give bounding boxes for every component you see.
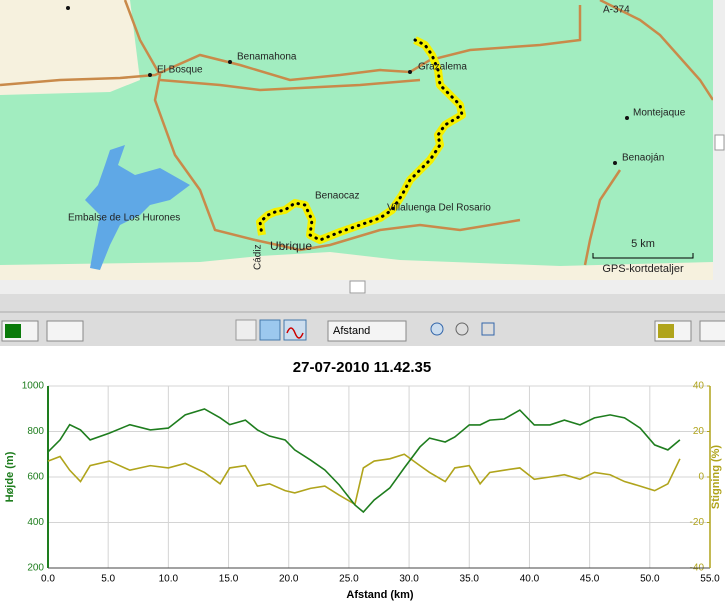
v-scroll-thumb[interactable]: [714, 134, 725, 151]
road: [583, 169, 622, 266]
place-dot: [228, 60, 232, 64]
x-tick-label: 30.0: [399, 574, 419, 585]
y-tick-label: 200: [27, 563, 44, 574]
place-dot: [66, 6, 70, 10]
place-label: Benaocaz: [315, 191, 359, 202]
dropdown[interactable]: [46, 320, 84, 342]
place-dot: [148, 73, 152, 77]
y2-tick-label: 40: [693, 381, 705, 392]
road: [0, 5, 582, 87]
roads: [0, 0, 715, 266]
road: [159, 78, 421, 92]
place-label: Montejaque: [633, 108, 686, 119]
tool-button[interactable]: [283, 319, 307, 341]
place-label: Ubrique: [270, 239, 312, 253]
x-tick-label: 20.0: [279, 574, 299, 585]
data-line: [47, 408, 681, 514]
place-dot: [613, 161, 617, 165]
zoom-fit[interactable]: [481, 322, 495, 336]
road: [254, 218, 521, 252]
data-line: [47, 453, 681, 506]
measure-label: Afstand: [333, 325, 370, 337]
y-tick-label: 600: [27, 472, 44, 483]
y2-tick-label: -20: [690, 517, 705, 528]
road: [123, 0, 256, 242]
tool-icon: [286, 327, 304, 339]
color-swatch: [658, 324, 674, 338]
y2-tick-label: 20: [693, 426, 705, 437]
place-label: Cádiz: [253, 244, 264, 270]
zoom-in[interactable]: [430, 322, 444, 336]
x-tick-label: 55.0: [700, 574, 720, 585]
x-tick-label: 40.0: [520, 574, 540, 585]
road-label: A-374: [603, 5, 630, 16]
chart-bg: [0, 346, 725, 606]
y2-axis-label: Stigning (%): [710, 445, 722, 509]
place-label: Embalse de Los Hurones: [68, 213, 180, 224]
x-tick-label: 25.0: [339, 574, 359, 585]
place-label: Benaoján: [622, 153, 664, 164]
scale-label: 5 km: [631, 238, 655, 250]
tool-button[interactable]: [235, 319, 257, 341]
x-tick-label: 45.0: [580, 574, 600, 585]
x-tick-label: 5.0: [101, 574, 115, 585]
y-tick-label: 1000: [22, 381, 45, 392]
park-area: [0, 0, 713, 266]
place-label: Villaluenga Del Rosario: [387, 203, 491, 214]
scale-bar: [592, 253, 694, 259]
chart-title: 27-07-2010 11.42.35: [293, 359, 431, 376]
x-tick-label: 10.0: [159, 574, 179, 585]
lake: [85, 145, 190, 270]
places: [66, 6, 629, 165]
attribution: GPS-kortdetaljer: [602, 263, 684, 275]
place-label: El Bosque: [157, 65, 203, 76]
x-axis-label: Afstand (km): [346, 589, 414, 601]
measure-select[interactable]: [327, 320, 407, 342]
x-tick-label: 35.0: [460, 574, 480, 585]
y-tick-label: 800: [27, 426, 44, 437]
y-axis-label: Højde (m): [4, 451, 16, 502]
track-points: [258, 38, 464, 242]
map: A-374 Benamahona El Bosque Grazalema Mon…: [0, 0, 725, 294]
x-tick-label: 50.0: [640, 574, 660, 585]
place-label: Benamahona: [237, 52, 297, 63]
place-label: Grazalema: [418, 62, 467, 73]
y-tick-label: 400: [27, 517, 44, 528]
dropdown[interactable]: [699, 320, 725, 342]
h-scroll-thumb[interactable]: [349, 280, 366, 294]
tool-button[interactable]: [259, 319, 281, 341]
place-dot: [625, 116, 629, 120]
zoom-out[interactable]: [455, 322, 469, 336]
x-tick-label: 0.0: [41, 574, 55, 585]
place-dot: [408, 70, 412, 74]
x-tick-label: 15.0: [219, 574, 239, 585]
road: [599, 0, 715, 101]
y2-tick-label: 0: [698, 472, 704, 483]
color-swatch: [5, 324, 21, 338]
